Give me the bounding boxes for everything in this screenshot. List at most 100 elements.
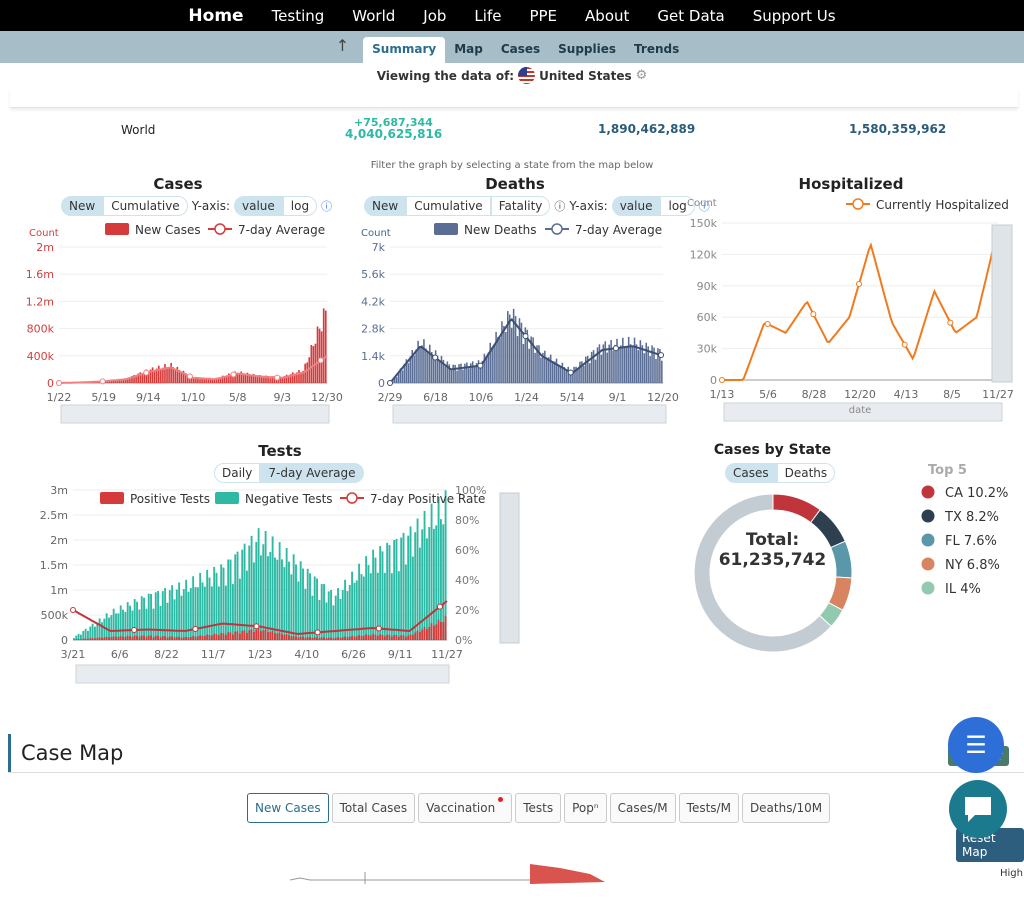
section-accent-bar <box>8 734 11 772</box>
positive-tests-bar <box>195 637 197 640</box>
positive-tests-bar <box>223 633 225 640</box>
negative-tests-bar <box>288 562 290 640</box>
negative-tests-bar <box>335 596 337 640</box>
negative-tests-bar <box>138 609 140 640</box>
negative-tests-bar <box>82 631 84 640</box>
negative-tests-bar <box>281 559 283 640</box>
positive-tests-bar <box>75 639 77 640</box>
map-tab-new-cases[interactable]: New Cases <box>247 793 329 823</box>
positive-tests-bar <box>300 637 302 640</box>
deaths-bar <box>534 353 536 383</box>
y-tick-label: 400k <box>27 350 55 363</box>
y-tick-label: 3m <box>50 484 68 497</box>
x-tick-label: 9/3 <box>273 391 291 404</box>
map-tab-tests-per-m[interactable]: Tests/M <box>679 793 739 823</box>
positive-rate-line-point <box>376 626 381 631</box>
map-tab-deaths-per-10m[interactable]: Deaths/10M <box>742 793 830 823</box>
map-preview[interactable] <box>0 860 1024 900</box>
positive-tests-bar <box>433 626 435 640</box>
deaths-bar <box>493 345 495 383</box>
deaths-bar <box>546 360 548 383</box>
positive-tests-bar <box>337 637 339 640</box>
cases-bar <box>135 377 137 383</box>
positive-tests-bar <box>145 637 147 640</box>
x-tick-label: 5/19 <box>91 391 116 404</box>
y-tick-label: 60k <box>697 311 718 324</box>
positive-tests-bar <box>365 635 367 640</box>
negative-tests-bar <box>433 529 435 640</box>
deaths-bar <box>661 361 663 383</box>
positive-tests-bar <box>414 633 416 640</box>
deaths-bar <box>501 321 503 383</box>
positive-tests-bar <box>192 636 194 640</box>
positive-tests-bar <box>244 630 246 640</box>
x-tick-label: 11/7 <box>201 648 226 661</box>
positive-tests-bar <box>323 637 325 640</box>
negative-tests-bar <box>174 599 176 640</box>
negative-tests-bar <box>372 550 374 640</box>
deaths-bar <box>528 349 530 383</box>
negative-tests-bar <box>370 573 372 640</box>
x-tick-label: 1/24 <box>514 391 539 404</box>
top5-dot <box>922 582 935 595</box>
chat-fab[interactable] <box>949 780 1007 838</box>
positive-tests-bar <box>267 632 269 640</box>
negative-tests-bar <box>188 592 190 640</box>
negative-tests-bar <box>134 599 136 640</box>
x-tick-label: 6/18 <box>423 391 448 404</box>
positive-tests-bar <box>134 636 136 640</box>
map-tab-pop[interactable]: Popⁿ <box>564 793 607 823</box>
deaths-bar <box>431 352 433 383</box>
deaths-bar <box>558 364 560 383</box>
x-tick-label: 1/23 <box>248 648 273 661</box>
cases-avg-line-point <box>144 370 149 375</box>
positive-tests-bar <box>124 637 126 640</box>
positive-tests-bar <box>384 636 386 640</box>
cases-avg-line-point <box>57 381 62 386</box>
map-tab-vaccination[interactable]: Vaccination <box>418 793 512 823</box>
negative-tests-bar <box>230 560 232 640</box>
positive-tests-bar <box>288 635 290 640</box>
deaths-bar <box>491 347 493 383</box>
map-tabs: New Cases Total Cases Vaccination Tests … <box>247 793 833 823</box>
positive-tests-bar <box>141 636 143 640</box>
deaths-bar <box>439 362 441 383</box>
negative-tests-bar <box>159 606 161 640</box>
map-tab-cases-per-m[interactable]: Cases/M <box>610 793 676 823</box>
positive-tests-bar <box>101 638 103 640</box>
map-tab-total-cases[interactable]: Total Cases <box>332 793 415 823</box>
x-tick-label: 5/14 <box>560 391 585 404</box>
deaths-bar <box>425 349 427 383</box>
positive-tests-bar <box>428 627 430 640</box>
positive-tests-bar <box>400 635 402 640</box>
cases-bar <box>154 371 156 383</box>
positive-tests-bar <box>206 635 208 640</box>
deaths-bar <box>608 345 610 383</box>
cases-bar <box>170 363 172 383</box>
deaths-bar <box>523 344 525 383</box>
positive-tests-bar <box>108 637 110 640</box>
negative-tests-bar <box>286 548 288 640</box>
high-label: High <box>1000 868 1023 879</box>
positive-tests-bar <box>412 635 414 640</box>
negative-tests-bar <box>328 591 330 640</box>
positive-tests-bar <box>349 637 351 640</box>
cases-bar <box>164 364 166 383</box>
positive-tests-bar <box>391 637 393 640</box>
positive-tests-bar <box>368 635 370 640</box>
negative-tests-bar <box>356 580 358 640</box>
positive-tests-bar <box>169 637 171 640</box>
deaths-bar <box>636 344 638 383</box>
menu-fab[interactable]: ☰ <box>948 717 1004 773</box>
deaths-bar <box>585 357 587 383</box>
deaths-bar <box>505 332 507 383</box>
deaths-avg-line-point <box>388 381 393 386</box>
negative-tests-bar <box>162 591 164 640</box>
cases-bar <box>199 379 201 383</box>
deaths-bar <box>554 362 556 383</box>
deaths-bar <box>640 340 642 383</box>
map-tab-tests[interactable]: Tests <box>515 793 561 823</box>
state-total-value: 61,235,742 <box>700 550 845 570</box>
positive-tests-bar <box>103 637 105 640</box>
zoom-slider <box>393 405 666 423</box>
